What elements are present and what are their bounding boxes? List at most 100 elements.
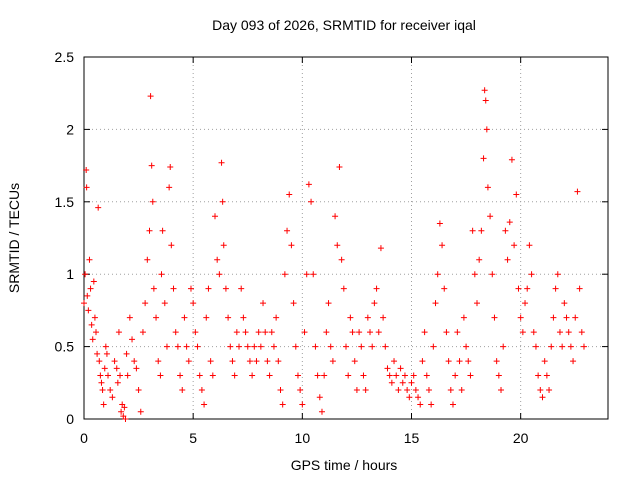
y-tick-label: 0.5 [55, 339, 75, 355]
data-point [233, 329, 240, 336]
data-point [556, 329, 563, 336]
data-point [251, 343, 258, 350]
data-point [334, 242, 341, 249]
data-point [275, 358, 282, 365]
data-point [244, 343, 251, 350]
data-point [471, 271, 478, 278]
data-point [150, 285, 157, 292]
data-point [369, 343, 376, 350]
data-point [318, 408, 325, 415]
data-point [131, 358, 138, 365]
y-axis-label: SRMTID / TECUs [6, 183, 22, 293]
data-point [554, 271, 561, 278]
data-point [552, 285, 559, 292]
data-point [535, 372, 542, 379]
y-tick-label: 1.5 [55, 194, 75, 210]
data-point [380, 314, 387, 321]
data-point [168, 242, 175, 249]
data-point [192, 329, 199, 336]
data-point [358, 343, 365, 350]
data-point [578, 329, 585, 336]
data-point [439, 242, 446, 249]
data-point [264, 358, 271, 365]
data-point [502, 227, 509, 234]
data-point [436, 220, 443, 227]
data-point [415, 394, 422, 401]
data-point [229, 358, 236, 365]
data-point [321, 372, 328, 379]
data-point [481, 87, 488, 94]
data-point [158, 271, 165, 278]
data-point [113, 365, 120, 372]
data-point [201, 401, 208, 408]
data-point [377, 245, 384, 252]
data-point [257, 343, 264, 350]
data-point [142, 300, 149, 307]
data-point [541, 358, 548, 365]
data-point [391, 358, 398, 365]
data-point [432, 300, 439, 307]
data-point [98, 379, 105, 386]
data-point [266, 372, 273, 379]
plot-frame [83, 56, 609, 420]
data-point [242, 329, 249, 336]
data-point [517, 314, 524, 321]
data-point [480, 155, 487, 162]
data-point [163, 343, 170, 350]
data-point [89, 336, 96, 343]
data-point [463, 343, 470, 350]
data-point [147, 93, 154, 100]
data-point [305, 181, 312, 188]
data-point [181, 314, 188, 321]
axis-ticks: 0 5 10 15 20 0 0.5 1 1.5 2 2.5 [55, 49, 608, 446]
data-point [565, 329, 572, 336]
data-point [526, 242, 533, 249]
data-point [447, 387, 454, 394]
data-point [91, 314, 98, 321]
data-point [102, 343, 109, 350]
data-point [312, 343, 319, 350]
data-point [375, 329, 382, 336]
data-point [550, 314, 557, 321]
data-point [474, 300, 480, 307]
data-point [524, 285, 531, 292]
data-point [84, 292, 91, 299]
data-point [246, 358, 253, 365]
data-point [207, 358, 214, 365]
data-points [81, 87, 587, 422]
data-point [209, 372, 216, 379]
data-point [498, 387, 505, 394]
data-point [281, 271, 288, 278]
data-point [227, 343, 234, 350]
data-point [563, 314, 570, 321]
data-point [511, 242, 518, 249]
data-point [94, 350, 101, 357]
data-point [572, 314, 579, 321]
data-point [249, 372, 256, 379]
data-point [469, 227, 476, 234]
data-point [417, 401, 424, 408]
data-point [270, 343, 277, 350]
data-point [406, 394, 413, 401]
data-point [364, 314, 371, 321]
data-point [332, 213, 339, 220]
data-point [214, 256, 221, 263]
data-point [465, 358, 472, 365]
data-point [401, 372, 408, 379]
data-point [87, 285, 94, 292]
data-point [292, 343, 299, 350]
data-point [338, 256, 345, 263]
data-point [122, 416, 129, 422]
data-point [123, 350, 130, 357]
data-point [118, 408, 125, 415]
y-tick-label: 2.5 [55, 49, 75, 65]
data-point [340, 285, 347, 292]
data-point [83, 184, 90, 191]
data-point [183, 343, 190, 350]
x-tick-label: 20 [513, 430, 529, 446]
data-point [356, 329, 363, 336]
data-point [493, 358, 500, 365]
data-point [198, 387, 205, 394]
data-point [231, 372, 238, 379]
data-point [513, 191, 520, 198]
